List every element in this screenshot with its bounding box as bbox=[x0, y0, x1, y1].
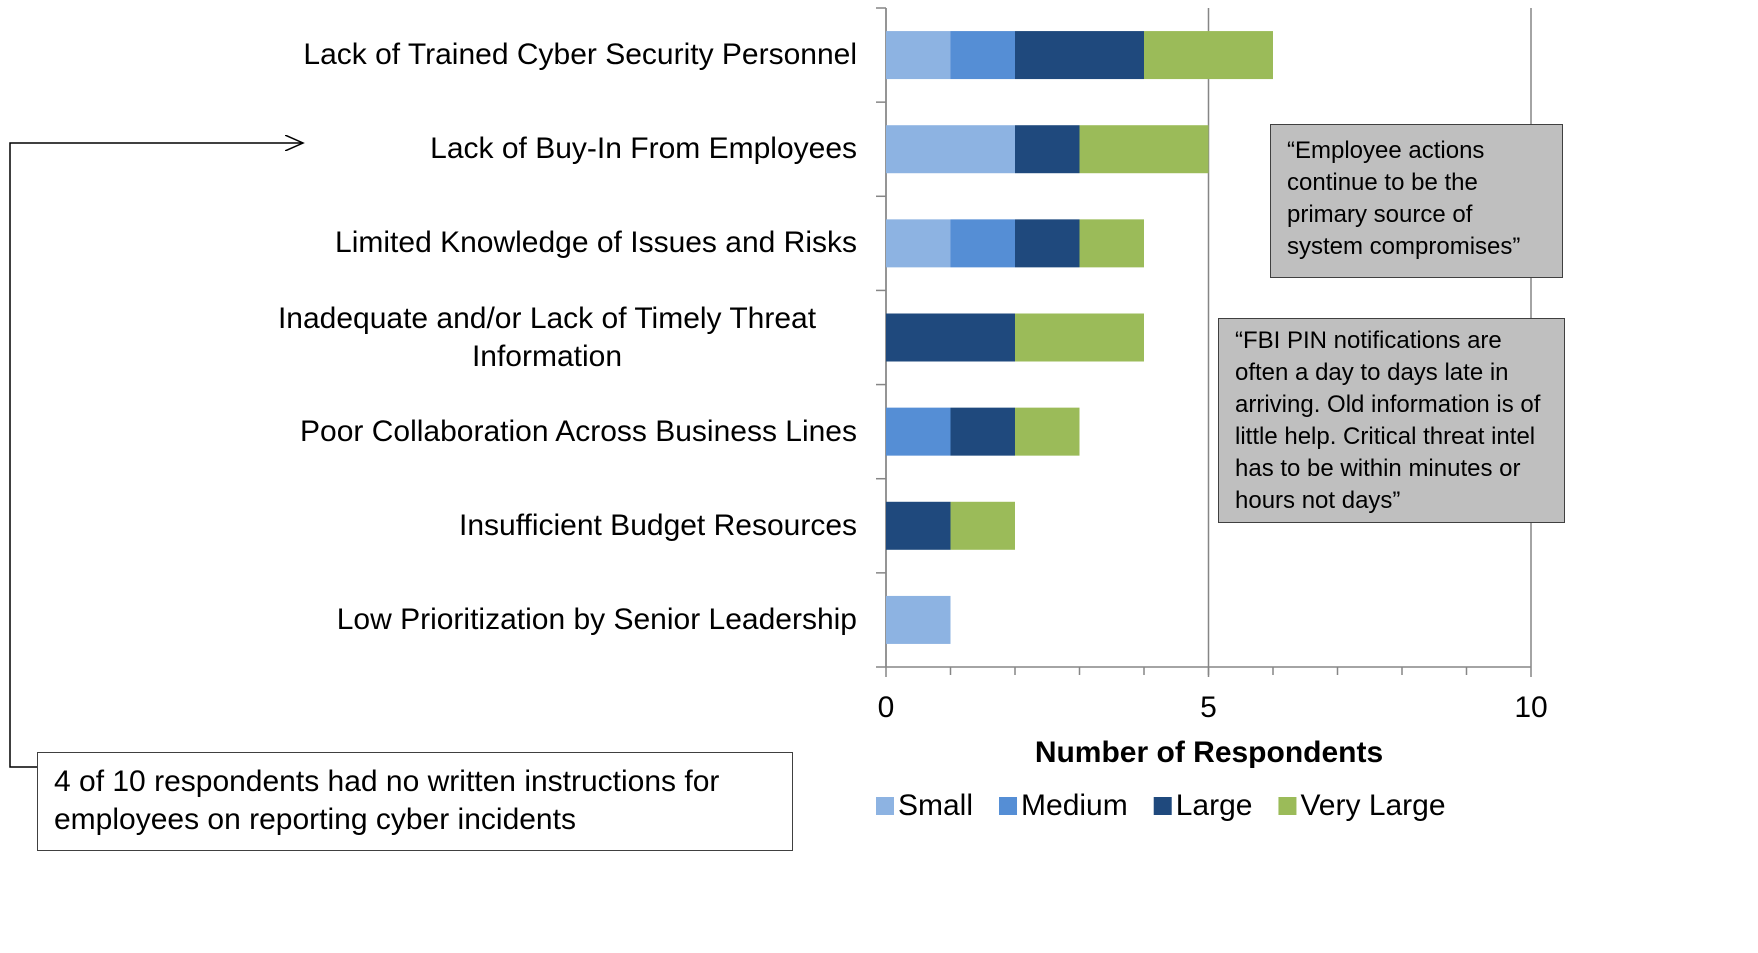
bar-segment bbox=[886, 31, 951, 80]
legend-label: Medium bbox=[1021, 789, 1128, 822]
bar-segment bbox=[1079, 125, 1209, 174]
annotation: “Employee actions continue to be the pri… bbox=[1270, 124, 1563, 278]
legend-label: Very Large bbox=[1300, 789, 1445, 822]
legend-swatch bbox=[876, 797, 894, 815]
y-tick-label: Lack of Trained Cyber Security Personnel bbox=[303, 38, 857, 72]
legend-swatch bbox=[1153, 797, 1172, 815]
y-tick-label: Limited Knowledge of Issues and Risks bbox=[335, 226, 857, 260]
bar-segment bbox=[886, 501, 951, 550]
x-tick-label: 10 bbox=[1514, 691, 1547, 724]
bar-segment bbox=[886, 407, 951, 456]
annotation: 4 of 10 respondents had no written instr… bbox=[37, 752, 793, 851]
y-tick-label: Poor Collaboration Across Business Lines bbox=[300, 414, 857, 448]
bar-segment bbox=[950, 501, 1015, 550]
legend-label: Large bbox=[1176, 789, 1253, 822]
y-tick-label: Inadequate and/or Lack of Timely Threat … bbox=[277, 301, 817, 373]
legend-swatch bbox=[999, 797, 1018, 815]
bar-segment bbox=[886, 219, 951, 268]
bar-segment bbox=[1015, 313, 1144, 362]
x-axis-title: Number of Respondents bbox=[1035, 736, 1383, 769]
bar-segment bbox=[950, 219, 1015, 268]
x-tick-label: 5 bbox=[1200, 691, 1217, 724]
bar-segment bbox=[1015, 31, 1144, 80]
annotation: “FBI PIN notifications are often a day t… bbox=[1218, 318, 1565, 523]
legend-label: Small bbox=[898, 789, 973, 822]
x-tick-label: 0 bbox=[878, 691, 895, 724]
y-tick-label: Insufficient Budget Resources bbox=[458, 508, 857, 542]
bar-segment bbox=[1015, 219, 1080, 268]
bar-segment bbox=[1015, 125, 1080, 174]
bar-segment bbox=[886, 595, 951, 644]
bar-segment bbox=[1079, 219, 1144, 268]
bar-segment bbox=[886, 313, 1015, 362]
y-tick-label: Low Prioritization by Senior Leadership bbox=[336, 602, 857, 636]
bar-segment bbox=[1015, 407, 1080, 456]
bar-segment bbox=[950, 31, 1015, 80]
bar-segment bbox=[950, 407, 1015, 456]
bar-segment bbox=[1144, 31, 1273, 80]
y-tick-label: Lack of Buy-In From Employees bbox=[430, 132, 857, 166]
connector-arrow bbox=[9, 143, 303, 768]
legend-swatch bbox=[1278, 797, 1297, 815]
bar-segment bbox=[886, 125, 1015, 174]
